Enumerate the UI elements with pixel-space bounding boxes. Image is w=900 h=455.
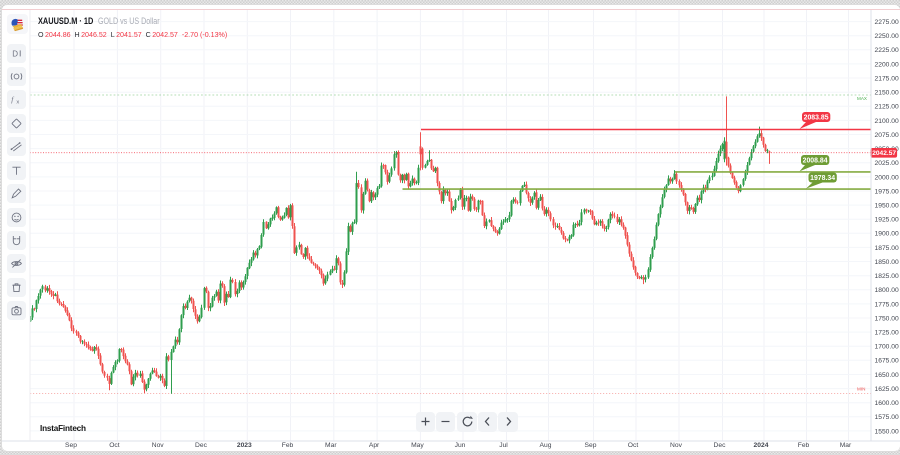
svg-text:Aug: Aug [540, 442, 552, 449]
svg-text:2025.00: 2025.00 [875, 160, 899, 167]
svg-text:2023: 2023 [237, 442, 252, 449]
svg-text:2008.84: 2008.84 [803, 158, 828, 165]
svg-text:2200.00: 2200.00 [875, 61, 899, 68]
svg-text:May: May [411, 442, 424, 449]
svg-text:Feb: Feb [798, 442, 810, 449]
svg-text:1775.00: 1775.00 [875, 301, 899, 308]
svg-text:1600.00: 1600.00 [875, 400, 899, 407]
svg-text:Nov: Nov [670, 442, 683, 449]
svg-text:2042.57: 2042.57 [872, 150, 896, 157]
svg-text:1700.00: 1700.00 [875, 344, 899, 351]
svg-text:1978.34: 1978.34 [810, 175, 835, 182]
svg-text:Jul: Jul [499, 442, 508, 449]
svg-text:1825.00: 1825.00 [875, 273, 899, 280]
svg-text:D: D [12, 49, 18, 58]
svg-text:1900.00: 1900.00 [875, 231, 899, 238]
svg-text:2100.00: 2100.00 [875, 118, 899, 125]
svg-text:1950.00: 1950.00 [875, 203, 899, 210]
svg-text:MAX: MAX [857, 96, 867, 101]
svg-text:2075.00: 2075.00 [875, 132, 899, 139]
svg-text:MIN: MIN [857, 387, 865, 392]
svg-text:2125.00: 2125.00 [875, 104, 899, 111]
svg-text:Apr: Apr [369, 442, 380, 449]
svg-text:2150.00: 2150.00 [875, 90, 899, 97]
svg-text:2024: 2024 [754, 442, 769, 449]
svg-text:2000.00: 2000.00 [875, 174, 899, 181]
svg-text:Sep: Sep [585, 442, 597, 449]
svg-text:1750.00: 1750.00 [875, 315, 899, 322]
svg-text:1875.00: 1875.00 [875, 245, 899, 252]
svg-text:1575.00: 1575.00 [875, 414, 899, 421]
svg-text:2175.00: 2175.00 [875, 75, 899, 82]
svg-text:2083.85: 2083.85 [804, 115, 829, 122]
svg-text:Feb: Feb [282, 442, 294, 449]
svg-text:1975.00: 1975.00 [875, 188, 899, 195]
svg-text:1925.00: 1925.00 [875, 217, 899, 224]
svg-text:1625.00: 1625.00 [875, 386, 899, 393]
svg-text:1800.00: 1800.00 [875, 287, 899, 294]
svg-text:Mar: Mar [325, 442, 337, 449]
svg-text:2275.00: 2275.00 [875, 19, 899, 26]
svg-text:2250.00: 2250.00 [875, 33, 899, 40]
svg-text:x: x [16, 100, 19, 106]
svg-text:f: f [11, 95, 14, 104]
svg-text:Dec: Dec [195, 442, 208, 449]
svg-text:1650.00: 1650.00 [875, 372, 899, 379]
svg-text:Sep: Sep [65, 442, 77, 449]
svg-text:Dec: Dec [714, 442, 727, 449]
svg-text:Oct: Oct [109, 442, 120, 449]
svg-text:1550.00: 1550.00 [875, 428, 899, 435]
svg-text:Mar: Mar [840, 442, 852, 449]
svg-text:1850.00: 1850.00 [875, 259, 899, 266]
svg-text:2225.00: 2225.00 [875, 47, 899, 54]
svg-text:Oct: Oct [628, 442, 639, 449]
svg-text:Jun: Jun [455, 442, 466, 449]
svg-text:Nov: Nov [152, 442, 165, 449]
svg-text:1725.00: 1725.00 [875, 330, 899, 337]
svg-text:1675.00: 1675.00 [875, 358, 899, 365]
